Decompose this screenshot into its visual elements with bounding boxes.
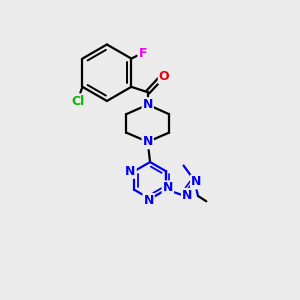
Text: N: N xyxy=(142,135,153,148)
Text: N: N xyxy=(143,194,154,207)
Text: N: N xyxy=(163,182,173,194)
Text: N: N xyxy=(142,98,153,111)
Text: N: N xyxy=(125,165,136,178)
Text: N: N xyxy=(191,176,201,188)
Text: N: N xyxy=(182,189,192,202)
Text: O: O xyxy=(159,70,170,83)
Text: F: F xyxy=(138,47,147,60)
Text: Cl: Cl xyxy=(71,94,85,108)
